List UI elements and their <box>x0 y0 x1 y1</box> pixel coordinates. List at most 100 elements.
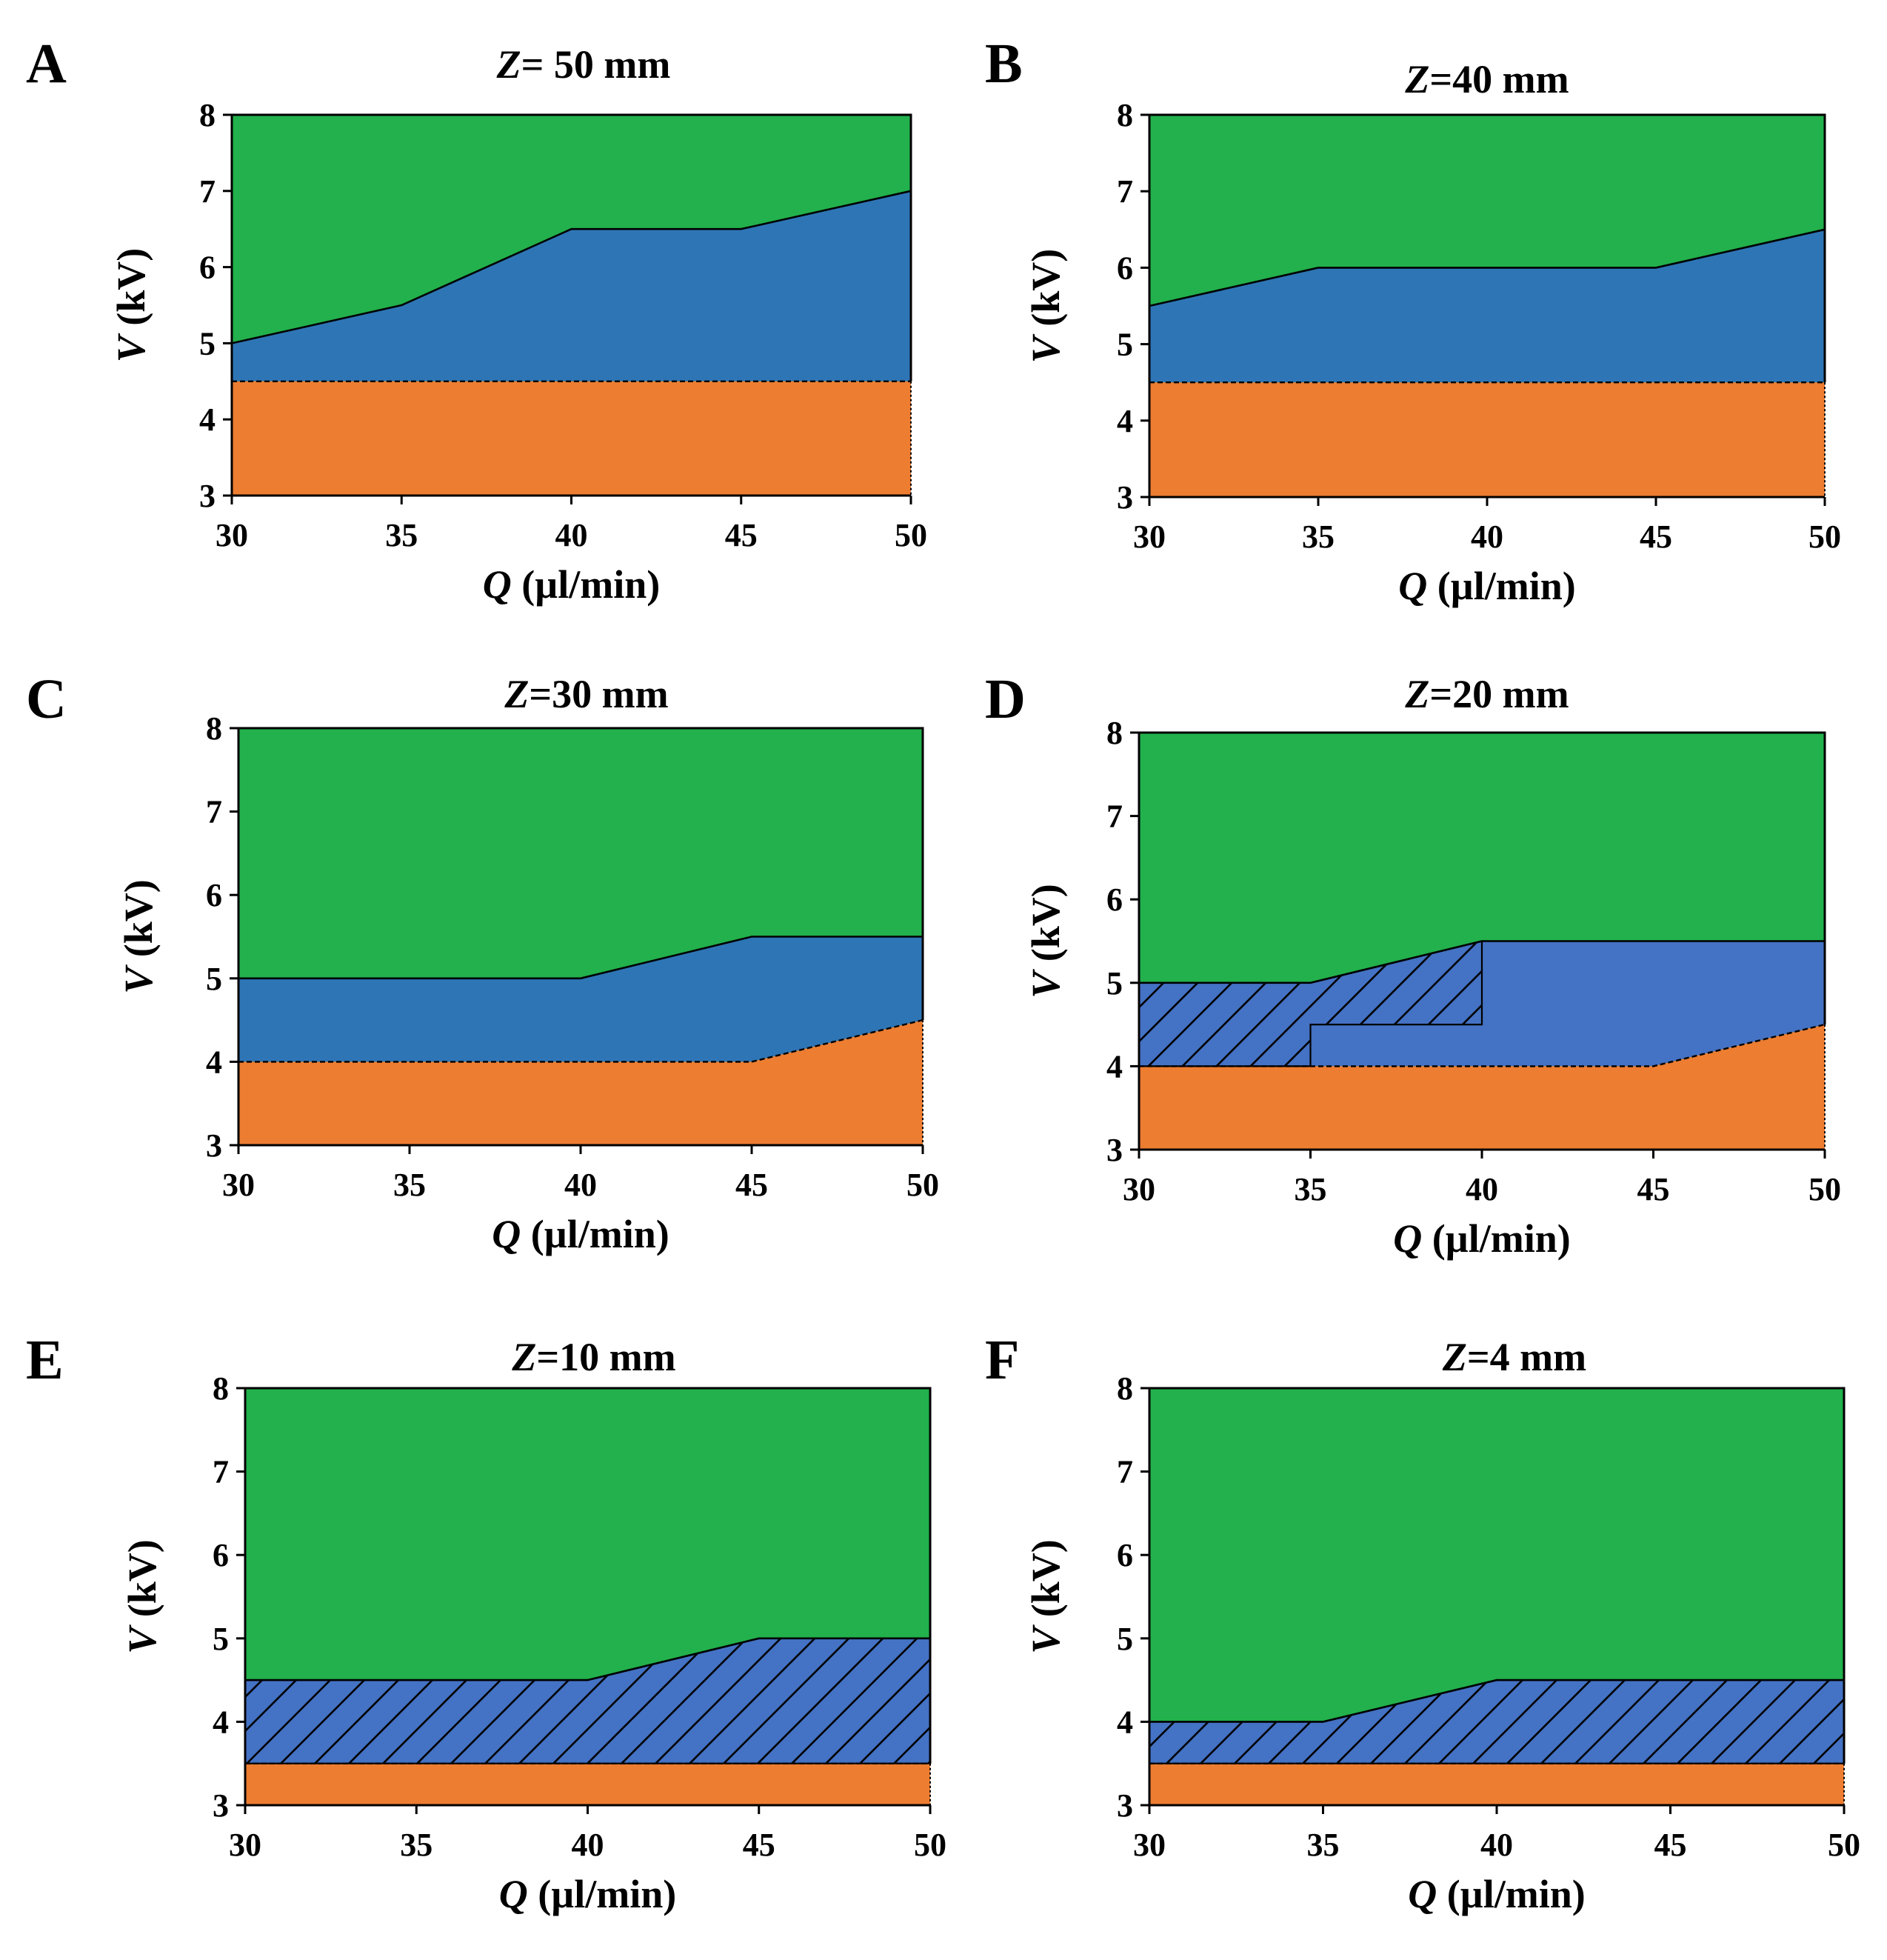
y-axis-variable: V <box>1023 969 1068 999</box>
panel-letter: F <box>985 1329 1019 1391</box>
y-axis-label: V (kV) <box>1023 884 1068 999</box>
x-tick-label: 40 <box>555 517 588 553</box>
y-tick-label: 6 <box>1106 881 1123 918</box>
y-tick-label: 3 <box>213 1787 229 1824</box>
x-axis-unit: (µl/min) <box>528 1872 677 1916</box>
upper-boundary-line <box>1149 1679 1844 1723</box>
panel-title: Z=20 mm <box>1404 672 1569 716</box>
title-variable: Z <box>496 42 521 87</box>
x-tick-label: 40 <box>564 1167 597 1203</box>
y-tick-label: 8 <box>206 710 222 747</box>
x-tick-label: 30 <box>1133 1827 1166 1863</box>
y-tick-label: 6 <box>213 1537 229 1573</box>
y-tick-label: 3 <box>1106 1132 1123 1168</box>
x-tick-label: 35 <box>1295 1171 1327 1207</box>
panel-title: Z=4 mm <box>1442 1335 1586 1379</box>
x-axis-variable: Q <box>1408 1872 1437 1916</box>
region-orange <box>1139 1024 1825 1150</box>
title-value: =4 mm <box>1467 1335 1586 1379</box>
panel-title: Z=30 mm <box>504 672 668 716</box>
panel-letter: D <box>985 668 1026 730</box>
title-value: =10 mm <box>536 1335 675 1379</box>
region-blue <box>238 936 923 1062</box>
title-value: = 50 mm <box>521 42 671 87</box>
y-tick-label: 4 <box>1117 403 1133 439</box>
y-axis-unit: (kV) <box>1023 1539 1068 1627</box>
y-tick-label: 3 <box>1117 479 1133 516</box>
y-tick-label: 8 <box>1117 97 1133 133</box>
panel-letter: A <box>26 33 67 95</box>
y-tick-label: 8 <box>1117 1370 1133 1407</box>
y-axis-variable: V <box>109 333 153 362</box>
x-tick-label: 30 <box>1123 1171 1155 1207</box>
y-tick-label: 6 <box>1117 1537 1133 1573</box>
panel-letter: B <box>985 33 1023 95</box>
title-value: =20 mm <box>1429 672 1569 716</box>
y-axis-variable: V <box>1023 1624 1068 1654</box>
y-axis-label: V (kV) <box>109 248 153 363</box>
y-tick-label: 8 <box>199 97 216 133</box>
y-tick-label: 5 <box>206 961 222 997</box>
x-axis-unit: (µl/min) <box>1437 1872 1586 1916</box>
x-tick-label: 35 <box>1307 1827 1340 1863</box>
y-axis-variable: V <box>120 1624 164 1654</box>
y-tick-label: 6 <box>199 250 216 286</box>
x-tick-label: 35 <box>1302 519 1335 555</box>
y-tick-label: 4 <box>213 1704 229 1740</box>
y-tick-label: 4 <box>1117 1704 1133 1740</box>
x-axis-label: Q (µl/min) <box>1398 564 1576 608</box>
x-tick-label: 45 <box>743 1827 775 1863</box>
x-tick-label: 30 <box>1133 519 1166 555</box>
x-tick-label: 45 <box>1654 1827 1687 1863</box>
x-tick-label: 50 <box>895 517 927 553</box>
x-axis-label: Q (µl/min) <box>492 1212 669 1256</box>
y-tick-label: 7 <box>1106 799 1123 835</box>
x-tick-label: 35 <box>393 1167 426 1203</box>
x-axis-variable: Q <box>499 1872 528 1916</box>
x-axis-label: Q (µl/min) <box>1393 1216 1571 1261</box>
y-tick-label: 3 <box>206 1127 222 1164</box>
region-orange <box>1149 382 1825 497</box>
y-tick-label: 8 <box>1106 715 1123 751</box>
y-tick-label: 5 <box>1117 1621 1133 1657</box>
x-tick-label: 50 <box>914 1827 946 1863</box>
y-tick-label: 3 <box>199 478 216 514</box>
panel-letter: C <box>26 668 67 730</box>
x-tick-label: 35 <box>400 1827 432 1863</box>
y-axis-label: V (kV) <box>1023 1539 1068 1654</box>
y-axis-variable: V <box>1023 333 1068 363</box>
x-tick-label: 45 <box>725 517 758 553</box>
x-tick-label: 35 <box>385 517 418 553</box>
y-tick-label: 7 <box>206 794 222 830</box>
title-variable: Z <box>504 672 529 716</box>
y-axis-variable: V <box>116 964 161 994</box>
y-tick-label: 7 <box>1117 173 1133 210</box>
x-tick-label: 45 <box>1640 519 1672 555</box>
y-axis-label: V (kV) <box>120 1539 164 1654</box>
panel-title: Z= 50 mm <box>496 42 671 87</box>
x-tick-label: 30 <box>229 1827 261 1863</box>
y-axis-unit: (kV) <box>120 1539 164 1627</box>
x-axis-unit: (µl/min) <box>512 562 661 607</box>
y-tick-label: 6 <box>1117 250 1133 286</box>
x-tick-label: 45 <box>1637 1171 1670 1207</box>
x-tick-label: 50 <box>1808 1171 1841 1207</box>
y-tick-label: 5 <box>1106 965 1123 1001</box>
y-tick-label: 4 <box>199 401 216 438</box>
lower-boundary-line <box>238 1019 924 1063</box>
y-tick-label: 5 <box>213 1621 229 1657</box>
x-axis-variable: Q <box>483 562 512 607</box>
panel-title: Z=10 mm <box>511 1335 675 1379</box>
title-variable: Z <box>1404 57 1429 101</box>
upper-boundary-line <box>1139 940 1825 984</box>
region-orange <box>1149 1763 1844 1805</box>
x-tick-label: 40 <box>572 1827 604 1863</box>
